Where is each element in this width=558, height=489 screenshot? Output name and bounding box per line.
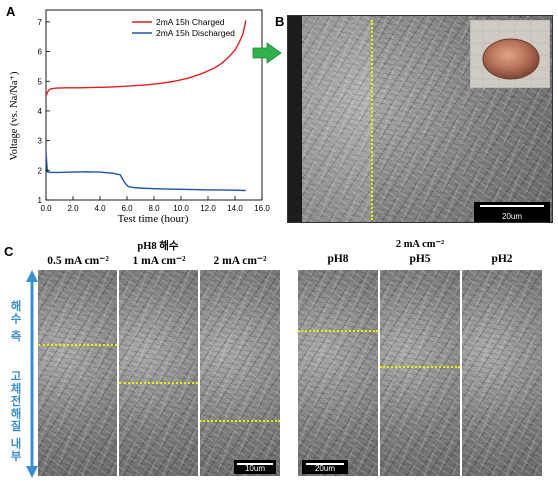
series-line-1	[45, 152, 246, 192]
col-title-right-0: pH8	[327, 253, 349, 265]
col-title-right-2: pH2	[491, 253, 513, 265]
sem-right-1	[380, 270, 460, 476]
col-title-left-2: 2 mA cm⁻²	[213, 255, 267, 267]
side-bottom-label: 고체전해질 내부	[9, 370, 23, 463]
arrow-right-icon	[252, 42, 282, 64]
col-title-left-0: 0.5 mA cm⁻²	[47, 255, 109, 267]
sem-left-1	[119, 270, 198, 476]
scale-bar-c-left-label: 10um	[244, 464, 265, 473]
scale-bar-c-left: 10um	[234, 460, 276, 474]
x-tick-label: 12.0	[200, 204, 216, 213]
panel-label-a: A	[6, 4, 16, 19]
sem-image-panel-b: 20um	[287, 15, 553, 223]
boundary-line	[38, 344, 117, 346]
legend-label-0: 2mA 15h Charged	[156, 17, 225, 27]
x-tick-label: 0.0	[40, 204, 52, 213]
y-tick-label: 6	[38, 48, 43, 57]
voltage-chart: 0.0 2.0 4.0 6.0 8.0 10.0 12.0 14.0 16.0 1 2 3 4 5 6 7 T…	[9, 9, 270, 225]
boundary-line	[298, 330, 378, 332]
y-tick-label: 4	[38, 107, 43, 116]
y-tick-label: 3	[38, 137, 43, 146]
col-title-right-1: pH5	[409, 253, 431, 265]
x-tick-label: 6.0	[121, 204, 133, 213]
sem-right-2	[462, 270, 542, 476]
y-axis-label: Voltage (vs. Na/Na⁺)	[9, 71, 20, 161]
scale-bar-c-right-label: 20um	[314, 464, 335, 473]
inset-photo	[470, 20, 550, 88]
sem-right-0: 20um	[298, 270, 378, 476]
side-top-label: 해수 측	[9, 300, 23, 343]
x-tick-label: 4.0	[94, 204, 106, 213]
boundary-line	[119, 382, 198, 384]
legend-label-1: 2mA 15h Discharged	[156, 28, 235, 38]
y-tick-label: 2	[38, 166, 43, 175]
double-arrow-icon	[26, 270, 38, 478]
x-tick-label: 8.0	[148, 204, 160, 213]
sem-dense-layer	[302, 16, 372, 222]
x-tick-label: 10.0	[173, 204, 189, 213]
panel-label-c: C	[4, 244, 14, 259]
scale-bar-b: 20um	[474, 202, 550, 222]
x-tick-label: 2.0	[67, 204, 79, 213]
left-group-title: pH8 해수	[137, 241, 179, 252]
panel-label-b: B	[275, 14, 285, 29]
y-tick-label: 7	[38, 18, 43, 27]
col-title-left-1: 1 mA cm⁻²	[132, 255, 186, 267]
series-line-0	[45, 20, 247, 97]
sem-edge-shadow	[288, 16, 302, 222]
electrolyte-disc-icon	[471, 21, 549, 87]
y-tick-label: 5	[38, 77, 43, 86]
right-group-title: 2 mA cm⁻²	[395, 239, 445, 250]
boundary-line	[380, 366, 460, 368]
scale-bar-c-right: 20um	[302, 460, 348, 474]
scale-bar-b-label: 20um	[501, 212, 522, 221]
x-axis-label: Test time (hour)	[118, 213, 189, 225]
x-tick-label: 14.0	[227, 204, 243, 213]
sem-left-2: 10um	[200, 270, 280, 476]
sem-left-0	[38, 270, 117, 476]
x-tick-label: 16.0	[254, 204, 270, 213]
boundary-line	[200, 420, 280, 422]
boundary-line	[371, 20, 373, 220]
y-tick-label: 1	[38, 196, 43, 205]
